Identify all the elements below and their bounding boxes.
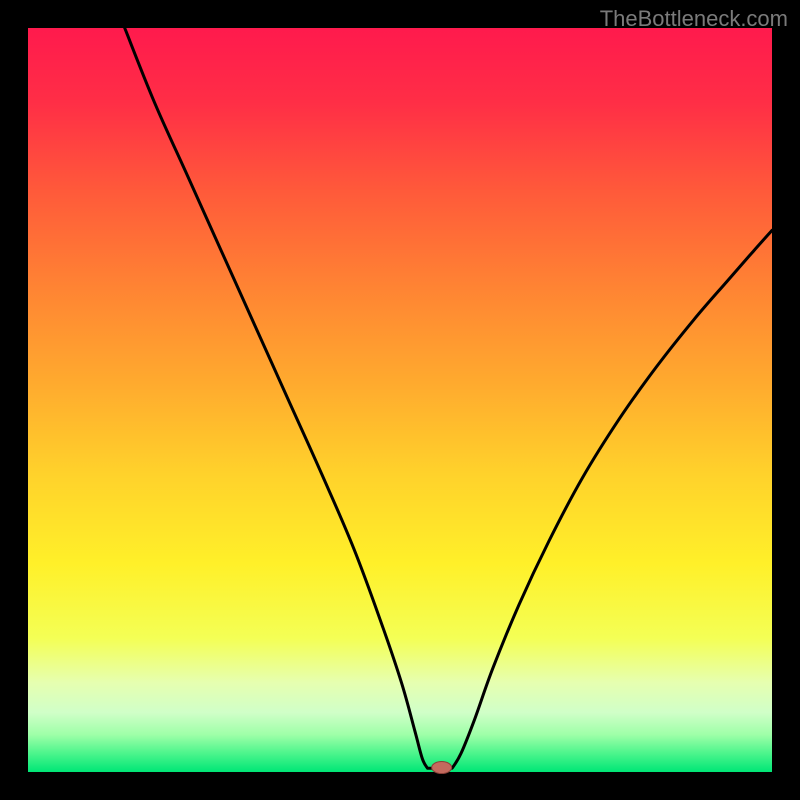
watermark-label: TheBottleneck.com	[600, 6, 788, 32]
bottleneck-chart	[0, 0, 800, 800]
plot-background	[28, 28, 772, 772]
optimal-marker	[432, 762, 452, 774]
chart-container: TheBottleneck.com	[0, 0, 800, 800]
